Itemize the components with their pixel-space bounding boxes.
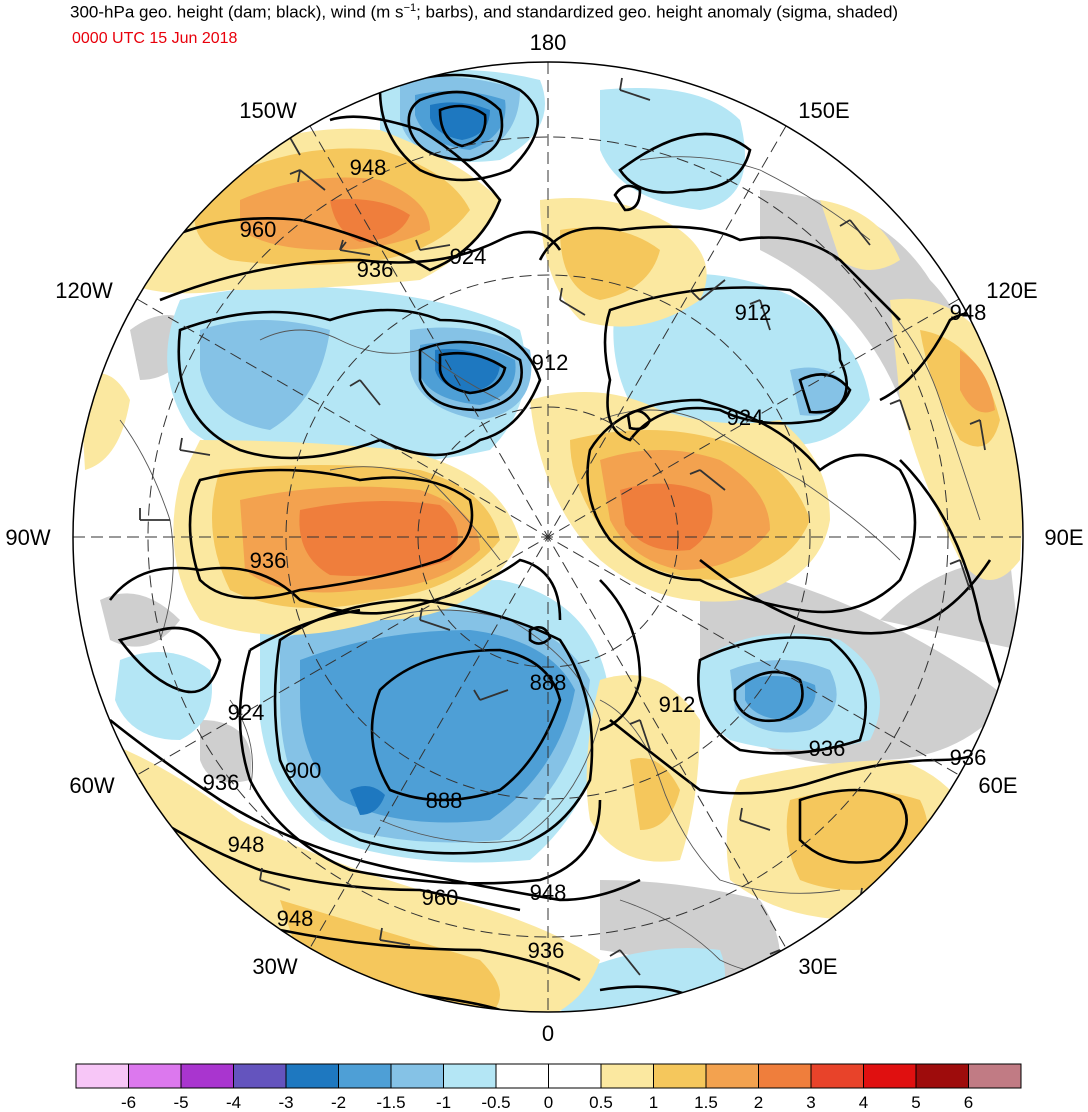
colorbar-swatch (443, 1063, 497, 1089)
parallels (147, 136, 949, 938)
colorbar-swatch (548, 1063, 602, 1089)
colorbar-swatch (128, 1063, 182, 1089)
pos-anomaly-dark-orange (299, 199, 713, 576)
contour-label: 948 (350, 155, 387, 180)
colorbar-swatch (758, 1063, 812, 1089)
colorbar-tick-label: 0 (544, 1093, 553, 1112)
colorbar-swatch (705, 1063, 759, 1089)
colorbar-swatch (968, 1063, 1022, 1089)
lon-label-30e: 30E (798, 954, 837, 979)
lon-label-60e: 60E (978, 773, 1017, 798)
contour-label: 936 (203, 770, 240, 795)
map-title: 300-hPa geo. height (dam; black), wind (… (70, 2, 898, 23)
colorbar-tick-label: 6 (964, 1093, 973, 1112)
contour-label: 936 (250, 548, 287, 573)
lon-label-180: 180 (530, 30, 567, 55)
colorbar-swatch (338, 1063, 392, 1089)
title-sup: −1 (403, 2, 417, 14)
colorbar-tick-label: 4 (859, 1093, 868, 1112)
lon-label-120w: 120W (55, 278, 113, 303)
meridians (73, 62, 1023, 1012)
contour-label: 936 (357, 257, 394, 282)
coastlines (119, 156, 981, 974)
colorbar-swatch (653, 1063, 707, 1089)
colorbar: -6 -5 -4 -3 -2 -1.5 -1 -0.5 0 0.5 1 1.5 2 3 4 5 6 (75, 1063, 1022, 1112)
lon-label-90e: 90E (1044, 525, 1083, 550)
contour-label: 912 (735, 300, 772, 325)
contour-label: 936 (809, 736, 846, 761)
colorbar-swatch (285, 1063, 339, 1089)
contour-labels: 948 960 936 924 912 912 948 924 936 888 … (203, 155, 987, 963)
contour-label: 960 (422, 885, 459, 910)
colorbar-swatch (600, 1063, 654, 1089)
contour-label: 948 (277, 906, 314, 931)
colorbar-swatch (180, 1063, 234, 1089)
lon-label-60w: 60W (69, 773, 114, 798)
contour-label: 936 (950, 745, 987, 770)
lon-label-150w: 150W (239, 98, 297, 123)
colorbar-swatch (863, 1063, 917, 1089)
map-body (73, 62, 1023, 1012)
valid-time: 0000 UTC 15 Jun 2018 (72, 30, 238, 47)
map-boundary (72, 61, 1024, 1013)
colorbar-tick-label: 2 (754, 1093, 763, 1112)
colorbar-tick-label: -4 (226, 1093, 241, 1112)
contour-label: 888 (530, 670, 567, 695)
colorbar-tick-label: -1 (436, 1093, 451, 1112)
colorbar-swatch (915, 1063, 969, 1089)
colorbar-tick-label: -1.5 (376, 1093, 405, 1112)
contour-label: 948 (530, 880, 567, 905)
colorbar-swatch (233, 1063, 287, 1089)
colorbar-tick-label: 0.5 (589, 1093, 613, 1112)
colorbar-tick-label: -0.5 (481, 1093, 510, 1112)
lon-label-90w: 90W (5, 525, 50, 550)
contour-label: 948 (228, 832, 265, 857)
contour-label: 936 (528, 938, 565, 963)
colorbar-tick-label: -5 (173, 1093, 188, 1112)
contour-label: 912 (659, 692, 696, 717)
colorbar-tick-label: 5 (911, 1093, 920, 1112)
lon-label-0: 0 (542, 1021, 554, 1046)
colorbar-swatch (495, 1063, 549, 1089)
colorbar-swatch (810, 1063, 864, 1089)
contour-label: 900 (285, 758, 322, 783)
colorbar-swatch (75, 1063, 129, 1089)
contour-label: 948 (950, 300, 987, 325)
lon-label-120e: 120E (986, 278, 1037, 303)
colorbar-tick-label: -6 (121, 1093, 136, 1112)
contour-label: 924 (228, 700, 265, 725)
lon-label-150e: 150E (798, 98, 849, 123)
colorbar-tick-label: -2 (331, 1093, 346, 1112)
colorbar-swatch (390, 1063, 444, 1089)
meridian-labels: 180 150E 120E 90E 60E 30E 0 30W 60W 90W … (5, 30, 1083, 1046)
colorbar-tick-label: -3 (278, 1093, 293, 1112)
contour-label: 924 (450, 244, 487, 269)
contour-label: 960 (240, 217, 277, 242)
title-rest: ; barbs), and standardized geo. height a… (416, 2, 899, 22)
contour-label: 888 (426, 788, 463, 813)
lon-label-30w: 30W (252, 954, 297, 979)
contour-label: 912 (532, 350, 569, 375)
contour-label: 924 (727, 405, 764, 430)
title-main: 300-hPa geo. height (dam; black), wind (… (70, 2, 404, 22)
colorbar-tick-label: 1 (649, 1093, 658, 1112)
colorbar-tick-label: 3 (806, 1093, 815, 1112)
colorbar-tick-label: 1.5 (694, 1093, 718, 1112)
